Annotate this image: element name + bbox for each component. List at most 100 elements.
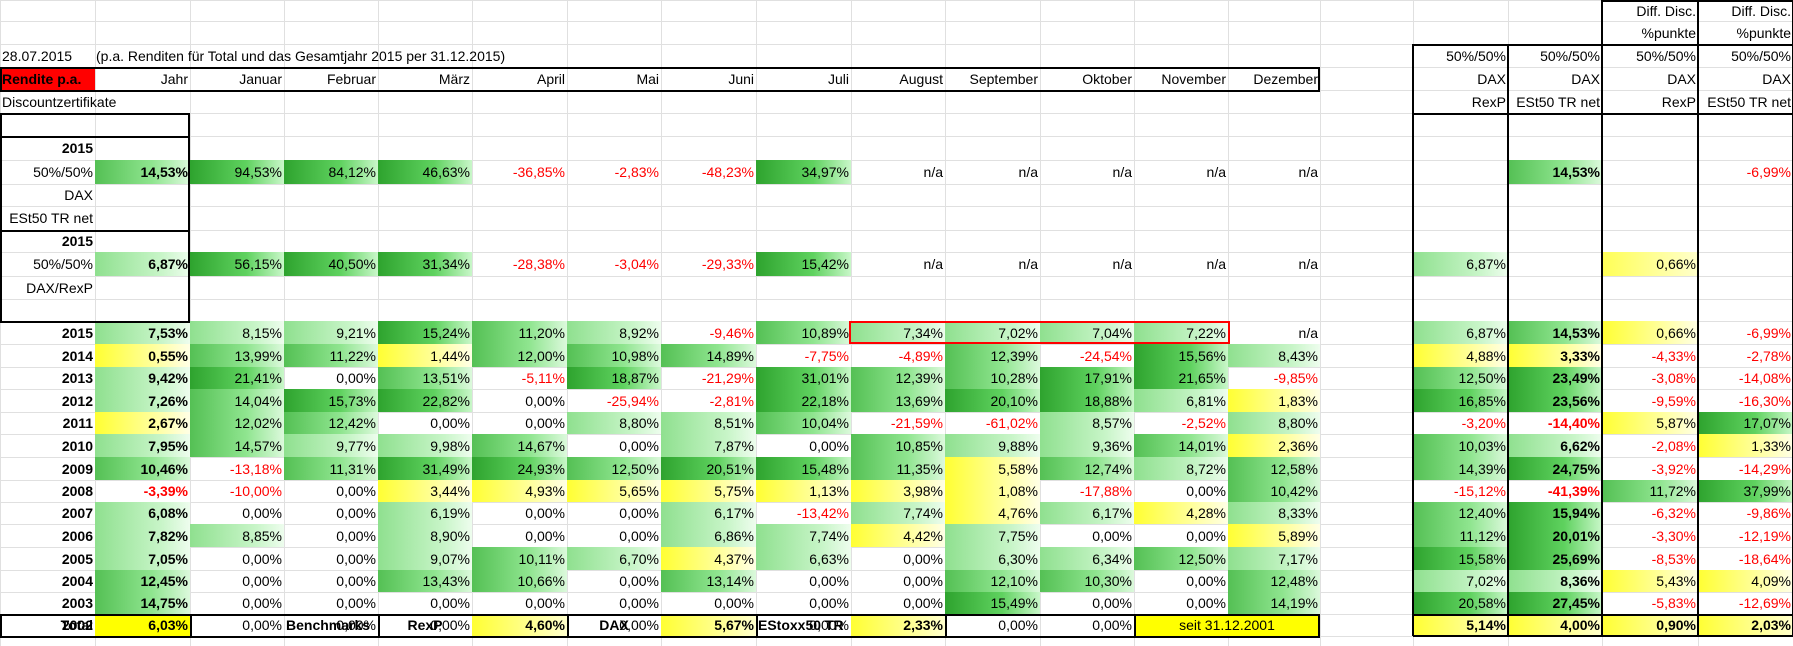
right-value[interactable]: 12,40% bbox=[1413, 502, 1508, 524]
value-cell[interactable]: 10,42% bbox=[1228, 480, 1320, 502]
right-value[interactable]: -8,53% bbox=[1651, 550, 1696, 567]
value-cell[interactable]: 4,93% bbox=[472, 480, 567, 502]
value-cell[interactable]: -9,85% bbox=[1273, 370, 1318, 386]
right-value[interactable]: -14,40% bbox=[1547, 415, 1600, 431]
value-cell[interactable]: 0,00% bbox=[336, 370, 376, 386]
right-value[interactable]: -6,32% bbox=[1651, 505, 1696, 521]
right-header[interactable]: Diff. Disc. bbox=[1636, 2, 1696, 19]
value-cell[interactable]: -10,00% bbox=[229, 483, 282, 499]
value-cell[interactable]: 10,66% bbox=[472, 570, 567, 592]
right-header[interactable]: ESt50 TR net bbox=[1516, 93, 1600, 110]
right-value[interactable]: 24,75% bbox=[1508, 457, 1602, 480]
column-header[interactable]: Januar bbox=[239, 70, 282, 87]
value-cell[interactable]: 0,00% bbox=[336, 527, 376, 544]
right-value[interactable]: -2,78% bbox=[1746, 347, 1791, 364]
value-cell[interactable]: 8,90% bbox=[378, 524, 472, 547]
right-value[interactable]: 17,07% bbox=[1698, 412, 1793, 434]
value-cell[interactable]: 0,00% bbox=[336, 550, 376, 567]
value-cell[interactable]: 4,76% bbox=[945, 502, 1040, 524]
block-label[interactable]: ESt50 TR net bbox=[9, 210, 93, 226]
value-cell[interactable]: n/a bbox=[923, 164, 943, 180]
block-year[interactable]: 2015 bbox=[61, 140, 93, 156]
value-cell[interactable]: 0,00% bbox=[998, 617, 1038, 633]
value-cell[interactable]: 0,00% bbox=[1186, 595, 1226, 611]
value-cell[interactable]: 13,43% bbox=[378, 570, 472, 592]
date-label[interactable]: 28.07.2015 bbox=[2, 47, 73, 64]
value-cell[interactable]: 0,55% bbox=[95, 344, 190, 367]
value-cell[interactable]: 7,87% bbox=[661, 434, 756, 457]
column-header[interactable]: März bbox=[438, 70, 470, 87]
value-cell[interactable]: -21,29% bbox=[701, 370, 754, 386]
right-header[interactable]: RexP bbox=[1471, 93, 1506, 110]
rexp-label[interactable]: RexP bbox=[407, 617, 443, 633]
value-cell[interactable]: 0,00% bbox=[430, 595, 470, 611]
value-cell[interactable]: -3,04% bbox=[614, 256, 659, 272]
right-value[interactable]: -3,08% bbox=[1651, 370, 1696, 386]
column-header[interactable]: September bbox=[969, 70, 1038, 87]
right-value[interactable]: 0,66% bbox=[1602, 321, 1698, 344]
value-cell[interactable]: 0,00% bbox=[525, 505, 565, 521]
rexp-value[interactable]: 4,60% bbox=[472, 614, 567, 636]
value-cell[interactable]: 7,53% bbox=[95, 321, 190, 344]
value-cell[interactable]: 31,01% bbox=[756, 367, 851, 389]
value-cell[interactable]: 7,02% bbox=[945, 321, 1040, 344]
value-cell[interactable]: 13,69% bbox=[851, 389, 945, 412]
value-cell[interactable]: 0,00% bbox=[242, 505, 282, 521]
right-value[interactable]: 12,50% bbox=[1413, 367, 1508, 389]
value-cell[interactable]: 8,72% bbox=[1134, 457, 1228, 480]
value-cell[interactable]: -17,88% bbox=[1079, 483, 1132, 499]
value-cell[interactable]: 12,48% bbox=[1228, 570, 1320, 592]
right-value[interactable]: 23,56% bbox=[1508, 389, 1602, 412]
value-cell[interactable]: 8,92% bbox=[567, 321, 661, 344]
value-cell[interactable]: 7,75% bbox=[945, 524, 1040, 547]
value-cell[interactable]: 94,53% bbox=[190, 160, 284, 184]
value-cell[interactable]: 3,44% bbox=[378, 480, 472, 502]
value-cell[interactable]: 9,98% bbox=[378, 434, 472, 457]
value-cell[interactable]: 18,87% bbox=[567, 367, 661, 389]
value-cell[interactable]: 10,30% bbox=[1040, 570, 1134, 592]
value-cell[interactable]: 14,04% bbox=[190, 389, 284, 412]
value-cell[interactable]: 6,17% bbox=[661, 502, 756, 524]
column-header[interactable]: April bbox=[536, 70, 565, 87]
right-value[interactable]: 23,49% bbox=[1508, 367, 1602, 389]
column-header[interactable]: Oktober bbox=[1082, 70, 1132, 87]
value-cell[interactable]: 13,51% bbox=[378, 367, 472, 389]
value-cell[interactable]: -2,52% bbox=[1181, 415, 1226, 431]
year-label[interactable]: 2008 bbox=[61, 483, 93, 499]
value-cell[interactable]: n/a bbox=[1298, 324, 1318, 341]
value-cell[interactable]: 10,98% bbox=[567, 344, 661, 367]
value-cell[interactable]: 1,83% bbox=[1228, 389, 1320, 412]
value-cell[interactable]: -21,59% bbox=[890, 415, 943, 431]
value-cell[interactable]: 8,15% bbox=[190, 321, 284, 344]
value-cell[interactable]: 0,00% bbox=[336, 617, 376, 633]
column-header[interactable]: Juli bbox=[827, 70, 849, 87]
value-cell[interactable]: 11,35% bbox=[851, 457, 945, 480]
value-cell[interactable]: 14,01% bbox=[1134, 434, 1228, 457]
value-cell[interactable]: 7,74% bbox=[851, 502, 945, 524]
value-cell[interactable]: -61,02% bbox=[985, 415, 1038, 431]
value-cell[interactable]: 12,00% bbox=[472, 344, 567, 367]
value-cell[interactable]: 15,48% bbox=[756, 457, 851, 480]
right-value[interactable]: -6,99% bbox=[1746, 164, 1791, 180]
right-value[interactable]: -3,92% bbox=[1651, 460, 1696, 477]
year-label[interactable]: 2014 bbox=[61, 347, 93, 364]
right-value[interactable]: -6,99% bbox=[1746, 324, 1791, 341]
value-cell[interactable]: 0,00% bbox=[242, 595, 282, 611]
rendite-label[interactable]: Rendite p.a. bbox=[0, 67, 95, 90]
right-value[interactable]: 15,94% bbox=[1508, 502, 1602, 524]
right-value[interactable]: 5,43% bbox=[1602, 570, 1698, 592]
value-cell[interactable]: 0,00% bbox=[1186, 527, 1226, 544]
value-cell[interactable]: -13,18% bbox=[229, 460, 282, 477]
value-cell[interactable]: 12,45% bbox=[95, 570, 190, 592]
value-cell[interactable]: 7,34% bbox=[851, 321, 945, 344]
value-cell[interactable]: 0,00% bbox=[619, 617, 659, 633]
value-cell[interactable]: 7,22% bbox=[1134, 321, 1228, 344]
year-label[interactable]: 2003 bbox=[61, 595, 93, 611]
right-value[interactable]: 11,12% bbox=[1413, 524, 1508, 547]
value-cell[interactable]: 1,44% bbox=[378, 344, 472, 367]
year-label[interactable]: 2015 bbox=[61, 324, 93, 341]
right-value[interactable]: -12,69% bbox=[1738, 595, 1791, 611]
value-cell[interactable]: 6,34% bbox=[1040, 547, 1134, 570]
year-label[interactable]: 2005 bbox=[61, 550, 93, 567]
value-cell[interactable]: 2,36% bbox=[1228, 434, 1320, 457]
